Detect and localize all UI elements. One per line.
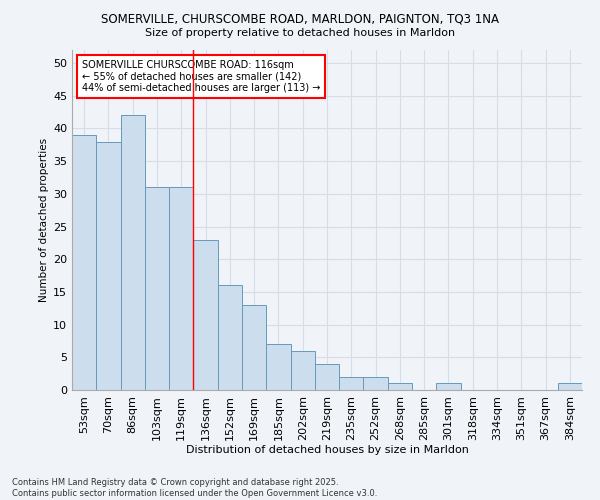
Y-axis label: Number of detached properties: Number of detached properties: [39, 138, 49, 302]
Text: Contains HM Land Registry data © Crown copyright and database right 2025.
Contai: Contains HM Land Registry data © Crown c…: [12, 478, 377, 498]
Bar: [339, 377, 364, 390]
Bar: [364, 377, 388, 390]
Bar: [388, 384, 412, 390]
Bar: [315, 364, 339, 390]
Bar: [72, 135, 96, 390]
Bar: [169, 188, 193, 390]
Text: SOMERVILLE CHURSCOMBE ROAD: 116sqm
← 55% of detached houses are smaller (142)
44: SOMERVILLE CHURSCOMBE ROAD: 116sqm ← 55%…: [82, 60, 320, 94]
Bar: [193, 240, 218, 390]
Bar: [96, 142, 121, 390]
Bar: [121, 116, 145, 390]
Bar: [558, 384, 582, 390]
Text: Size of property relative to detached houses in Marldon: Size of property relative to detached ho…: [145, 28, 455, 38]
Bar: [218, 286, 242, 390]
Text: SOMERVILLE, CHURSCOMBE ROAD, MARLDON, PAIGNTON, TQ3 1NA: SOMERVILLE, CHURSCOMBE ROAD, MARLDON, PA…: [101, 12, 499, 26]
Bar: [290, 351, 315, 390]
Bar: [242, 305, 266, 390]
Bar: [436, 384, 461, 390]
X-axis label: Distribution of detached houses by size in Marldon: Distribution of detached houses by size …: [185, 446, 469, 456]
Bar: [266, 344, 290, 390]
Bar: [145, 188, 169, 390]
